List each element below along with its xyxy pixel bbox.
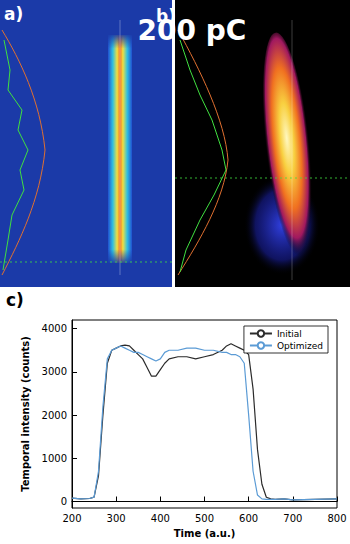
html-text:c): c) xyxy=(6,290,24,310)
svg-text:4000: 4000 xyxy=(42,323,67,334)
svg-text:a): a) xyxy=(4,4,23,24)
svg-text:Temporal intensity (counts): Temporal intensity (counts) xyxy=(20,336,31,492)
svg-text:3000: 3000 xyxy=(42,366,67,377)
svg-text:400: 400 xyxy=(151,513,170,524)
svg-text:800: 800 xyxy=(327,513,346,524)
svg-text:0: 0 xyxy=(61,496,67,507)
svg-text:200: 200 xyxy=(62,513,81,524)
svg-text:Time (a.u.): Time (a.u.) xyxy=(174,528,236,539)
svg-text:Optimized: Optimized xyxy=(277,341,323,351)
svg-text:700: 700 xyxy=(283,513,302,524)
svg-text:200 pC: 200 pC xyxy=(138,14,247,47)
svg-text:2000: 2000 xyxy=(42,410,67,421)
svg-text:1000: 1000 xyxy=(42,453,67,464)
svg-text:600: 600 xyxy=(239,513,258,524)
svg-text:500: 500 xyxy=(195,513,214,524)
svg-text:Initial: Initial xyxy=(277,329,302,339)
svg-text:300: 300 xyxy=(107,513,126,524)
